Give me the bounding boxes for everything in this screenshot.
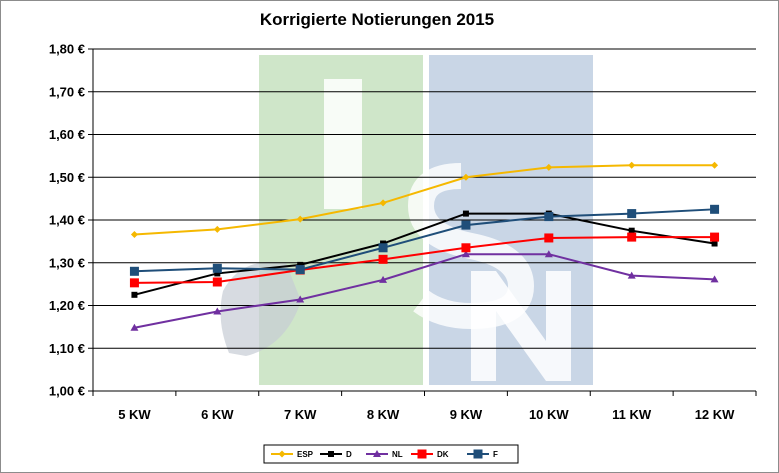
data-point-f <box>627 209 637 219</box>
y-tick-label: 1,70 € <box>49 84 85 99</box>
data-point-d <box>711 240 718 247</box>
data-point-esp <box>296 215 304 223</box>
series-dk <box>129 232 720 288</box>
watermark-letter-s <box>407 163 535 330</box>
y-tick-label: 1,50 € <box>49 170 85 185</box>
data-point-d <box>628 227 635 234</box>
legend-label-d: D <box>346 450 352 459</box>
series-line-nl <box>134 253 715 329</box>
legend-item-esp: ESP <box>271 450 314 459</box>
x-tick-label: 5 KW <box>118 407 151 422</box>
data-point-esp <box>462 173 470 181</box>
data-point-dk <box>627 232 637 242</box>
y-tick-label: 1,80 € <box>49 42 85 57</box>
data-point-f <box>461 220 471 230</box>
data-point-f <box>710 204 720 214</box>
data-point-nl <box>296 295 305 303</box>
data-point-f <box>544 212 554 222</box>
legend-swatch-marker <box>278 450 286 458</box>
y-tick-label: 1,10 € <box>49 341 85 356</box>
x-tick-label: 12 KW <box>695 407 735 422</box>
data-point-esp <box>545 163 553 171</box>
data-point-nl <box>379 275 388 283</box>
legend-label-esp: ESP <box>297 450 314 459</box>
legend-box <box>263 444 519 464</box>
watermark-animal-silhouette <box>220 261 301 356</box>
legend-swatch-marker <box>373 450 381 457</box>
series-line-f <box>134 208 715 273</box>
series-nl <box>130 250 719 331</box>
data-point-nl <box>130 323 139 331</box>
data-point-esp <box>628 161 636 169</box>
legend-item-d: D <box>320 450 352 459</box>
series-line-esp <box>134 164 715 236</box>
legend: ESP D NL DK F <box>263 444 519 464</box>
x-tick-label: 11 KW <box>612 407 652 422</box>
legend-swatch-marker <box>473 449 483 459</box>
axes: 1,00 € 1,10 € 1,20 € 1,30 € 1,40 € 1,50 € 1,60… <box>49 42 757 422</box>
data-point-nl <box>710 275 719 283</box>
legend-item-nl: NL <box>366 450 403 459</box>
data-point-d <box>462 210 469 217</box>
data-point-d <box>131 291 138 298</box>
data-point-dk <box>461 243 471 253</box>
data-point-d <box>214 270 221 277</box>
x-tick-label: 9 KW <box>450 407 483 422</box>
data-point-dk <box>710 232 720 242</box>
data-point-nl <box>213 307 222 315</box>
legend-swatch-marker <box>328 451 334 457</box>
data-point-f <box>129 266 139 276</box>
series-line-dk <box>134 236 715 284</box>
data-point-esp <box>213 225 221 233</box>
data-point-dk <box>544 233 554 243</box>
data-point-f <box>212 263 222 273</box>
watermark-letter-n <box>471 271 571 381</box>
y-tick-label: 1,00 € <box>49 384 85 399</box>
data-point-f <box>295 265 305 275</box>
legend-item-f: F <box>467 449 498 459</box>
data-point-esp <box>379 199 387 207</box>
x-tick-label: 7 KW <box>284 407 317 422</box>
data-point-esp <box>130 231 138 239</box>
data-point-f <box>378 243 388 253</box>
y-tick-label: 1,60 € <box>49 127 85 142</box>
y-tick-label: 1,30 € <box>49 255 85 270</box>
data-point-esp <box>711 161 719 169</box>
data-point-dk <box>129 278 139 288</box>
y-tick-label: 1,20 € <box>49 298 85 313</box>
legend-label-dk: DK <box>437 450 449 459</box>
legend-swatch-marker <box>417 449 427 459</box>
chart-title: Korrigierte Notierungen 2015 <box>260 10 494 29</box>
data-point-dk <box>378 254 388 264</box>
legend-item-dk: DK <box>411 449 449 459</box>
x-tick-label: 10 KW <box>529 407 569 422</box>
series-f <box>129 204 720 276</box>
data-point-d <box>297 261 304 268</box>
x-tick-label: 6 KW <box>201 407 234 422</box>
data-point-nl <box>461 250 470 258</box>
data-point-dk <box>212 277 222 287</box>
watermark-letter-i <box>324 79 362 209</box>
series-layer <box>129 161 720 331</box>
legend-label-nl: NL <box>392 450 403 459</box>
data-point-nl <box>544 250 553 258</box>
series-esp <box>130 161 719 239</box>
y-tick-label: 1,40 € <box>49 213 85 228</box>
x-tick-label: 8 KW <box>367 407 400 422</box>
legend-label-f: F <box>493 450 498 459</box>
data-point-nl <box>627 271 636 279</box>
series-line-d <box>134 212 715 296</box>
gridlines <box>93 48 756 349</box>
